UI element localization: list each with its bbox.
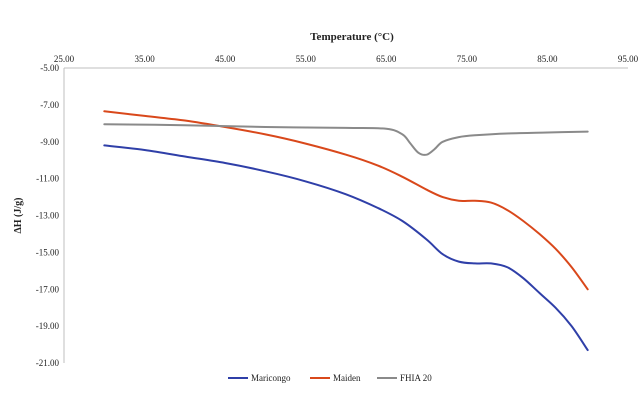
legend-label: Maricongo [251,373,291,383]
legend-label: FHIA 20 [400,373,432,383]
chart-title: Temperature (°C) [310,31,394,43]
y-tick-label: -15.00 [36,247,60,257]
series-line-maiden [103,110,589,291]
x-tick-label: 65.00 [376,54,397,64]
y-tick-label: -19.00 [36,321,60,331]
legend-label: Maiden [333,373,361,383]
y-tick-label: -5.00 [40,63,59,73]
x-tick-label: 35.00 [134,54,155,64]
y-tick-label: -11.00 [36,174,59,184]
x-tick-label: 55.00 [296,54,317,64]
y-ticks: -5.00 -7.00 -9.00 -11.00 -13.00 -15.00 -17.00 -… [36,63,60,368]
series-line-fhia-20 [103,123,589,156]
x-tick-label: 45.00 [215,54,236,64]
x-tick-label: 25.00 [54,54,75,64]
legend: Maricongo Maiden FHIA 20 [228,373,432,383]
y-tick-label: -7.00 [40,100,59,110]
series-lines [103,110,589,352]
x-tick-label: 85.00 [537,54,558,64]
y-tick-label: -13.00 [36,211,60,221]
series-line-maricongo [103,144,589,352]
y-tick-label: -17.00 [36,284,60,294]
x-tick-label: 95.00 [618,54,639,64]
x-ticks: 25.00 35.00 45.00 55.00 65.00 75.00 85.00 95.00 [54,54,639,64]
y-tick-label: -9.00 [40,137,59,147]
x-tick-label: 75.00 [457,54,478,64]
y-axis-label: ΔH (J/g) [13,198,24,234]
y-tick-label: -21.00 [36,358,60,368]
